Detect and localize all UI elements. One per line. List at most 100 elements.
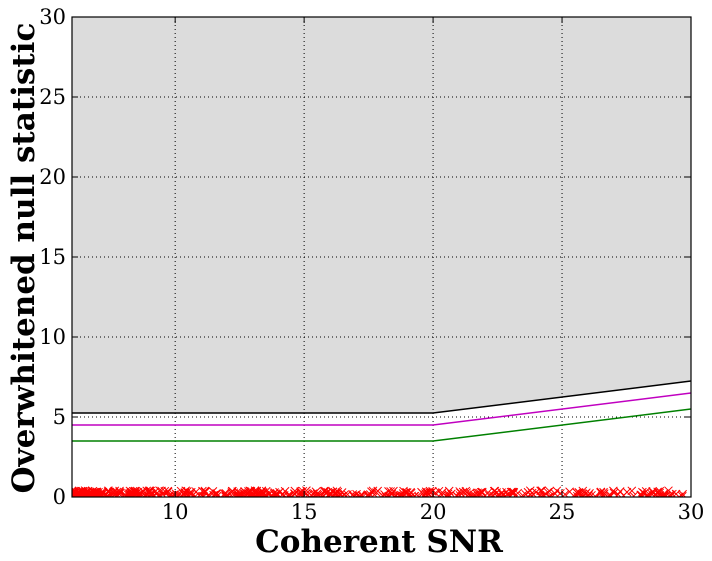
data-point: [495, 490, 505, 497]
data-point: [212, 489, 222, 497]
data-point: [258, 490, 268, 497]
data-point: [572, 488, 581, 497]
data-point: [462, 488, 472, 497]
data-point: [95, 491, 105, 497]
data-point: [349, 491, 358, 497]
data-point: [565, 487, 574, 497]
x-tick-label: 10: [162, 500, 189, 524]
data-point: [629, 491, 639, 497]
series-line-2: [72, 408, 691, 442]
data-point: [235, 491, 245, 497]
data-point: [498, 490, 507, 497]
data-point: [655, 488, 664, 497]
data-point: [539, 490, 549, 497]
data-point: [584, 491, 593, 497]
data-point: [258, 488, 268, 497]
data-point: [401, 488, 411, 497]
data-point: [91, 491, 101, 497]
data-point: [316, 491, 326, 497]
data-point: [613, 490, 623, 497]
data-point: [452, 491, 462, 497]
plot-area: [71, 16, 692, 498]
data-point: [535, 490, 545, 497]
data-point: [155, 491, 165, 497]
data-point: [509, 489, 518, 497]
series-line-1: [72, 392, 691, 426]
data-point: [308, 489, 318, 497]
data-point: [636, 490, 646, 497]
data-point: [442, 491, 451, 497]
data-point: [261, 491, 271, 497]
data-point: [475, 488, 484, 497]
data-point: [490, 486, 500, 496]
data-point: [237, 491, 246, 497]
data-point: [466, 491, 476, 497]
data-point: [365, 490, 375, 497]
data-point: [313, 490, 323, 497]
data-point: [333, 487, 343, 497]
data-point: [220, 489, 230, 497]
data-point: [417, 487, 426, 497]
data-point: [296, 490, 306, 497]
data-point: [678, 491, 687, 497]
data-point: [290, 489, 299, 497]
y-axis-title: Overwhitened null statistic: [6, 23, 42, 494]
data-point: [609, 486, 618, 496]
data-point: [198, 491, 208, 497]
data-point: [488, 490, 498, 497]
data-point: [85, 491, 95, 497]
data-point: [649, 491, 659, 497]
data-point: [115, 486, 124, 496]
data-point: [320, 486, 330, 496]
data-point: [296, 487, 306, 496]
data-point: [272, 491, 281, 497]
data-point: [455, 490, 465, 497]
data-point: [590, 491, 600, 497]
y-tick-label: 20: [39, 165, 66, 189]
data-point: [428, 487, 437, 496]
x-axis-title: Coherent SNR: [255, 524, 503, 560]
plot-content: [72, 17, 691, 497]
data-point: [506, 487, 516, 497]
data-point: [655, 491, 665, 497]
data-point: [473, 488, 482, 497]
data-point: [135, 488, 145, 497]
data-point: [509, 487, 519, 497]
data-point: [77, 491, 87, 497]
data-point: [527, 488, 537, 497]
data-point: [144, 491, 154, 497]
data-point: [283, 491, 293, 497]
data-point: [145, 487, 154, 497]
data-point: [572, 491, 582, 497]
y-tick-label: 0: [53, 485, 66, 509]
y-tick-label: 25: [39, 85, 66, 109]
x-tick-label: 20: [420, 500, 447, 524]
data-point: [174, 490, 184, 497]
data-point: [597, 491, 607, 497]
data-point: [191, 487, 201, 497]
data-point: [325, 488, 335, 497]
data-point: [286, 491, 295, 497]
data-point: [355, 491, 365, 497]
veto-boundary-line: [72, 380, 691, 414]
data-point: [455, 487, 465, 496]
x-tick-label: 30: [678, 500, 705, 524]
x-tick-label: 25: [549, 500, 576, 524]
x-tick-label: 15: [291, 500, 318, 524]
data-point: [279, 490, 289, 497]
veto-region: [72, 17, 691, 413]
y-tick-label: 5: [53, 405, 66, 429]
data-point: [378, 491, 388, 497]
data-point: [409, 491, 419, 497]
data-point: [484, 491, 494, 497]
y-tick-label: 10: [39, 325, 66, 349]
y-tick-label: 30: [39, 5, 66, 29]
data-point: [434, 486, 444, 496]
data-point: [659, 490, 669, 497]
data-point: [250, 487, 260, 497]
data-point: [255, 489, 265, 497]
data-point: [380, 490, 389, 497]
data-point: [133, 487, 143, 497]
data-point: [271, 489, 281, 497]
